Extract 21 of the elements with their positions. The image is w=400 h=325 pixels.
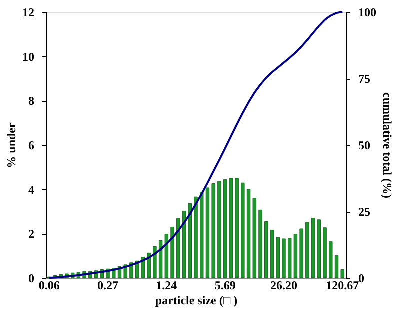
y-tick-label: 0 [28, 272, 34, 286]
y2-tick-label: 0 [358, 272, 364, 286]
x-tick-label: 0.27 [98, 278, 119, 292]
y2-axis-title: cumulative total (%) [380, 92, 394, 198]
y-axis-title: % under [4, 122, 18, 168]
x-tick-label: 0.06 [38, 278, 60, 292]
y-tick-label: 4 [28, 182, 34, 197]
y2-tick-label: 75 [358, 72, 370, 86]
y-tick-label: 12 [22, 6, 34, 20]
x-axis-title: particle size (□ ) [155, 294, 238, 308]
y2-tick-label: 25 [358, 205, 370, 219]
x-tick-label: 5.69 [214, 278, 236, 292]
y-tick-label: 6 [28, 138, 34, 152]
y2-tick-label: 100 [358, 6, 376, 20]
y-tick-label: 10 [22, 50, 34, 64]
y-tick-label: 2 [28, 227, 34, 242]
y-tick-label: 8 [28, 94, 34, 108]
y2-tick-label: 50 [358, 138, 370, 152]
x-tick-label: 1.24 [156, 278, 178, 292]
x-tick-label: 26.20 [270, 278, 298, 292]
x-tick-label: 120.67 [326, 278, 360, 292]
